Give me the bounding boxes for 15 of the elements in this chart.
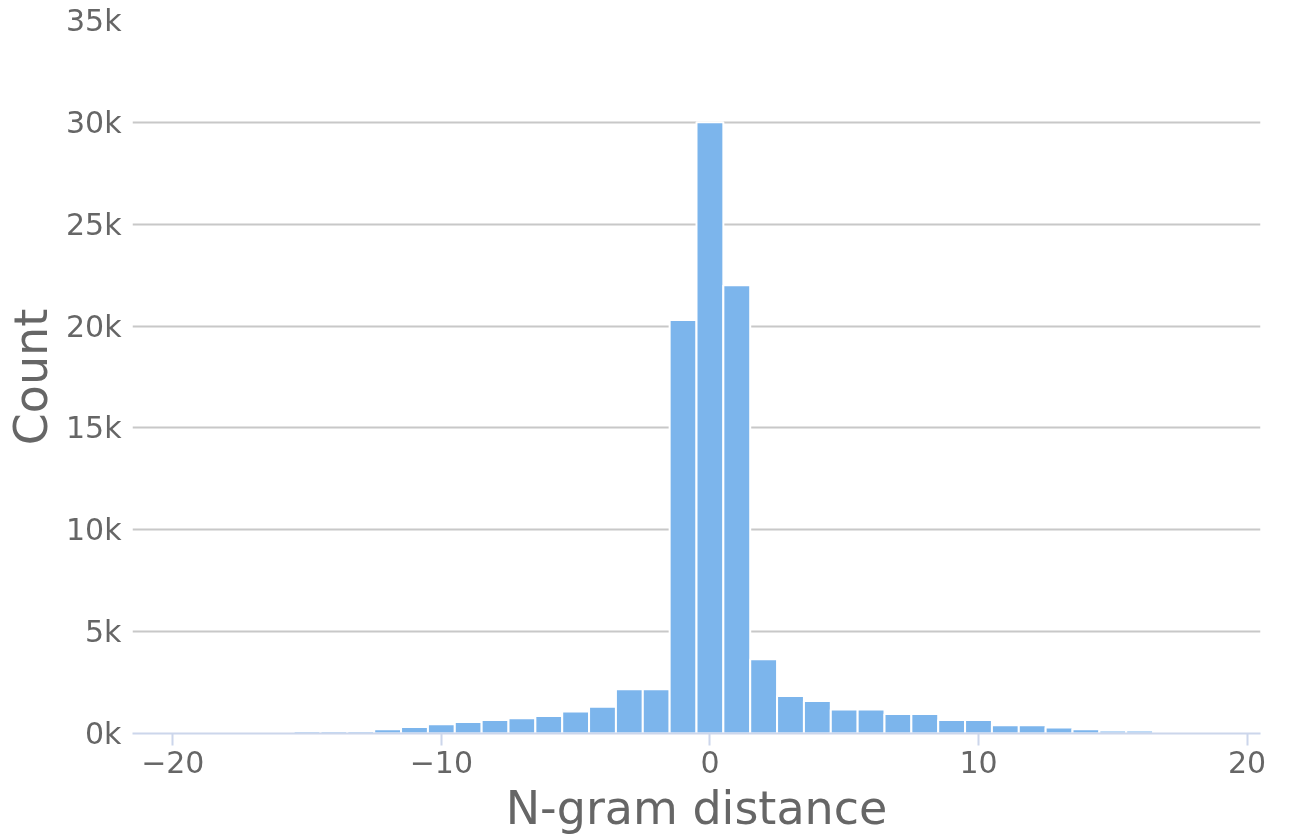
y-tick-label: 0k — [85, 716, 123, 751]
y-axis-title: Count — [3, 308, 58, 446]
x-tick-label: 10 — [959, 744, 998, 780]
y-tick-label: 30k — [65, 104, 123, 140]
y-tick-label: 20k — [65, 308, 123, 344]
x-tick-label: 0 — [700, 744, 720, 780]
x-tick-label: −20 — [141, 744, 205, 780]
x-axis-title: N-gram distance — [505, 780, 888, 835]
y-tick-label: 5k — [85, 614, 123, 650]
x-tick-label: −10 — [409, 744, 474, 780]
y-tick-label: 25k — [65, 206, 123, 242]
y-tick-label: 10k — [65, 512, 123, 548]
y-tick-label: 15k — [65, 410, 123, 446]
y-tick-label: 35k — [65, 3, 123, 38]
x-tick-label: 20 — [1227, 744, 1267, 780]
